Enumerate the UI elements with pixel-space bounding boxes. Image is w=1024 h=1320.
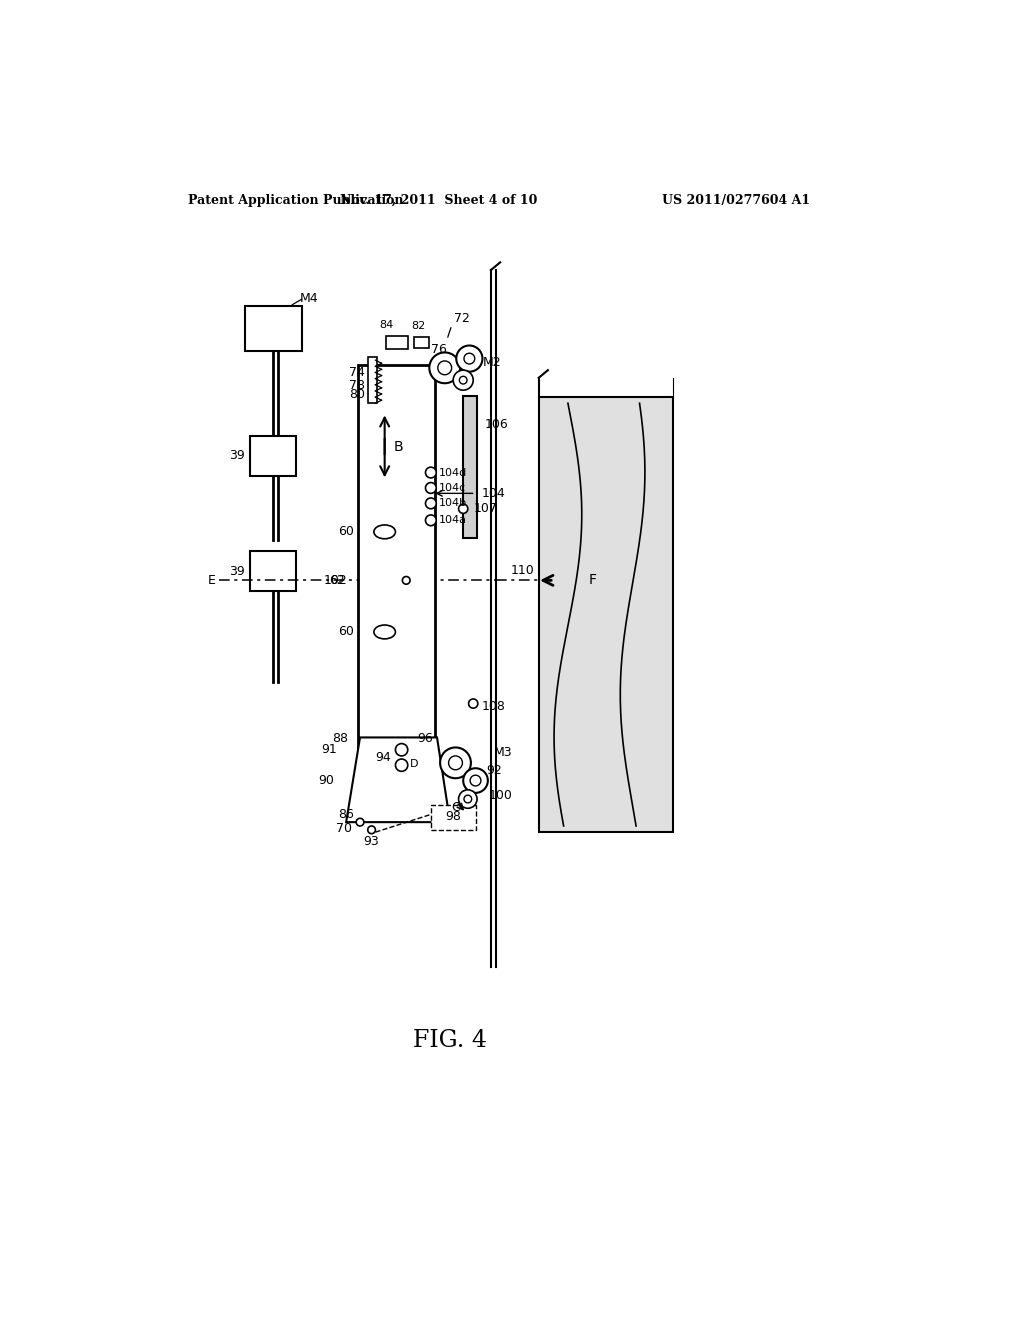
Text: FIG. 4: FIG. 4: [413, 1028, 487, 1052]
Text: 104: 104: [481, 487, 506, 500]
Text: D: D: [410, 759, 418, 768]
Circle shape: [402, 577, 410, 585]
Circle shape: [429, 352, 460, 383]
Text: C: C: [452, 801, 460, 814]
Circle shape: [440, 747, 471, 779]
Circle shape: [459, 504, 468, 513]
Text: 78: 78: [348, 379, 365, 392]
Ellipse shape: [374, 626, 395, 639]
Ellipse shape: [374, 525, 395, 539]
Text: M3: M3: [494, 746, 513, 759]
Text: B: B: [393, 440, 403, 454]
Text: 88: 88: [333, 733, 348, 746]
Circle shape: [425, 515, 436, 525]
Text: 98: 98: [445, 810, 461, 824]
Text: Nov. 17, 2011  Sheet 4 of 10: Nov. 17, 2011 Sheet 4 of 10: [340, 194, 538, 207]
Text: 96: 96: [417, 733, 432, 746]
Circle shape: [464, 354, 475, 364]
Circle shape: [460, 376, 467, 384]
Bar: [414, 337, 429, 348]
Text: 60: 60: [338, 626, 354, 639]
Text: 91: 91: [322, 743, 337, 756]
Text: 102: 102: [324, 574, 348, 587]
Circle shape: [395, 759, 408, 771]
Circle shape: [425, 483, 436, 494]
Circle shape: [356, 818, 364, 826]
Text: 93: 93: [364, 834, 380, 847]
Text: 100: 100: [488, 789, 512, 803]
Circle shape: [470, 775, 481, 785]
Circle shape: [395, 743, 408, 756]
Text: 92: 92: [486, 764, 502, 777]
Text: 70: 70: [336, 822, 352, 834]
Circle shape: [459, 789, 477, 808]
Text: 74: 74: [349, 366, 365, 379]
Text: 106: 106: [484, 417, 509, 430]
Bar: [431, 805, 475, 830]
Text: E: E: [208, 574, 215, 587]
Text: 80: 80: [348, 388, 365, 401]
Text: 104b: 104b: [438, 499, 467, 508]
Circle shape: [457, 346, 482, 372]
Circle shape: [425, 498, 436, 508]
Bar: [539, 397, 674, 832]
Text: 39: 39: [228, 449, 245, 462]
Text: 62: 62: [329, 574, 345, 587]
Text: 110: 110: [510, 564, 535, 577]
Text: 76: 76: [431, 343, 446, 356]
Bar: [250, 436, 296, 475]
Text: 60: 60: [338, 525, 354, 539]
Circle shape: [425, 467, 436, 478]
Polygon shape: [346, 738, 451, 822]
Text: F: F: [589, 573, 597, 587]
Circle shape: [449, 756, 463, 770]
Bar: [463, 396, 477, 539]
Bar: [368, 358, 377, 404]
Text: 104d: 104d: [438, 467, 467, 478]
Text: Patent Application Publication: Patent Application Publication: [188, 194, 403, 207]
Circle shape: [463, 768, 487, 793]
Text: M4: M4: [300, 292, 318, 305]
Text: 104a: 104a: [438, 515, 467, 525]
Bar: [386, 335, 408, 350]
Bar: [357, 364, 435, 818]
Bar: [250, 552, 296, 591]
Text: US 2011/0277604 A1: US 2011/0277604 A1: [662, 194, 810, 207]
Text: 82: 82: [412, 321, 426, 331]
Circle shape: [438, 360, 452, 375]
Text: 72: 72: [454, 312, 470, 325]
Text: 90: 90: [318, 774, 335, 787]
Circle shape: [368, 826, 376, 834]
Text: 107: 107: [473, 502, 497, 515]
Text: 86: 86: [338, 808, 354, 821]
Text: M2: M2: [483, 356, 502, 370]
Text: 108: 108: [481, 700, 506, 713]
Text: 94: 94: [375, 751, 391, 764]
Text: 104c: 104c: [438, 483, 466, 492]
Bar: [245, 306, 302, 351]
Text: 84: 84: [379, 319, 393, 330]
Circle shape: [464, 795, 472, 803]
Circle shape: [454, 370, 473, 391]
Text: 39: 39: [228, 565, 245, 578]
Circle shape: [469, 700, 478, 708]
